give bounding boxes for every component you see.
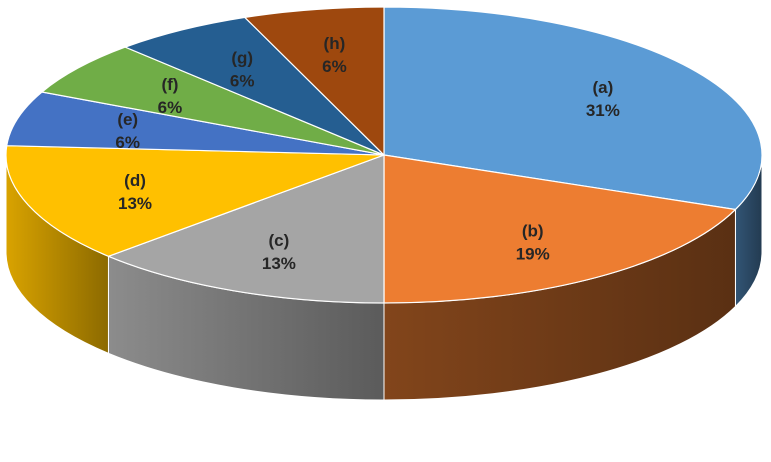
pie-slice-d xyxy=(5,145,385,257)
slice-labels: (a) 31% (b) 19% (c) 13% (d) 13% (e) 6% (f) 6% (g) 6% (… xyxy=(115,34,619,273)
slice-label-e: (e) xyxy=(117,110,138,129)
pie-slice-f xyxy=(41,46,385,156)
pie-top-slices xyxy=(5,6,763,304)
slice-label-f: (f) xyxy=(161,75,178,94)
pie-slice-c xyxy=(107,154,385,304)
slice-value-d: 13% xyxy=(118,194,152,213)
pie-slice-e xyxy=(6,91,385,156)
slice-value-g: 6% xyxy=(230,72,255,91)
slice-value-b: 19% xyxy=(516,245,550,264)
pie-sides xyxy=(5,154,763,401)
pie-slice-a xyxy=(383,6,763,211)
slice-label-b: (b) xyxy=(522,222,544,241)
slice-value-a: 31% xyxy=(586,101,620,120)
slice-label-c: (c) xyxy=(269,231,290,250)
pie-slice-b xyxy=(383,154,737,304)
slice-value-h: 6% xyxy=(322,57,347,76)
slice-label-a: (a) xyxy=(592,78,613,97)
slice-value-c: 13% xyxy=(262,254,296,273)
slice-value-f: 6% xyxy=(158,98,183,117)
slice-label-g: (g) xyxy=(231,49,253,68)
slice-value-e: 6% xyxy=(115,133,140,152)
pie-slice-h xyxy=(244,6,385,156)
pie-slice-g xyxy=(124,16,385,156)
slice-label-h: (h) xyxy=(324,34,346,53)
slice-label-d: (d) xyxy=(124,171,146,190)
